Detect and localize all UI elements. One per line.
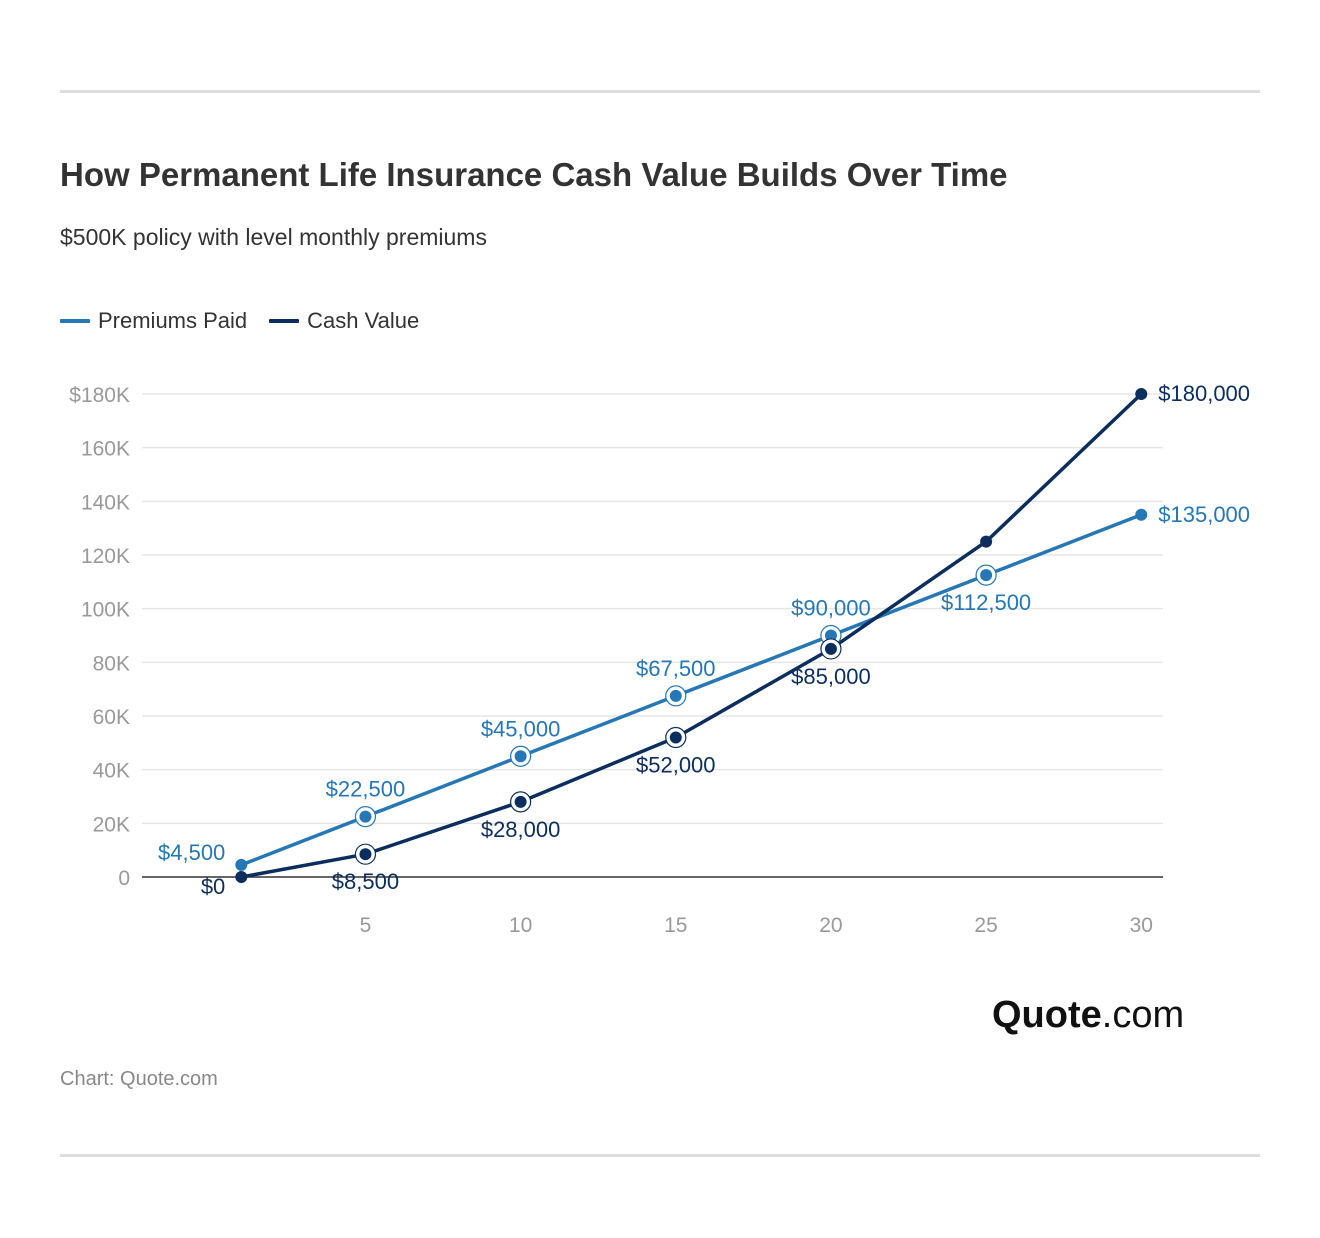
x-tick-label: 10 — [509, 914, 532, 937]
data-point-premiums — [1135, 508, 1148, 521]
chart-source: Chart: Quote.com — [60, 1068, 218, 1090]
legend-label-premiums: Premiums Paid — [98, 308, 248, 333]
y-tick-label: $180K — [69, 384, 130, 407]
series-line-cash — [240, 392, 1143, 879]
y-tick-label: 40K — [93, 760, 130, 783]
data-label-premiums: $90,000 — [791, 596, 871, 621]
legend-swatch-cash — [269, 319, 300, 323]
x-tick-label: 30 — [1130, 914, 1153, 937]
y-tick-label: 140K — [81, 491, 130, 514]
data-label-cash: $0 — [201, 874, 225, 899]
data-label-cash: $8,500 — [332, 869, 399, 894]
y-tick-label: 20K — [93, 813, 130, 836]
line-chart: 0 20K 40K 60K 80K 100K 120K 140K 160K $180K 5 10 15 2… — [69, 381, 1250, 937]
legend-label-cash: Cash Value — [307, 308, 420, 333]
y-tick-label: 100K — [81, 599, 130, 622]
data-point-cash — [359, 848, 372, 861]
x-tick-label: 25 — [974, 914, 997, 937]
legend-swatch-premiums — [60, 319, 90, 323]
data-point-premiums — [824, 629, 837, 642]
data-point-premiums — [980, 569, 993, 582]
data-label-premiums: $67,500 — [636, 656, 716, 681]
data-label-cash: $85,000 — [791, 664, 871, 689]
data-point-premiums — [669, 689, 682, 702]
y-tick-label: 60K — [93, 706, 130, 729]
data-label-cash: $52,000 — [636, 752, 716, 777]
chart-subtitle: $500K policy with level monthly premiums — [60, 224, 487, 250]
data-point-cash — [980, 535, 993, 548]
data-label-premiums: $135,000 — [1158, 502, 1250, 527]
top-divider — [60, 90, 1260, 93]
data-point-cash — [235, 871, 248, 883]
chart-title: How Permanent Life Insurance Cash Value … — [60, 156, 1008, 193]
data-point-cash — [824, 642, 837, 655]
logo-bold-text: Quote — [992, 994, 1102, 1036]
legend-item-cash[interactable]: Cash Value — [269, 308, 419, 334]
logo-rest-text: .com — [1101, 994, 1185, 1036]
legend-item-premiums[interactable]: Premiums Paid — [60, 308, 247, 334]
data-point-cash — [669, 731, 682, 744]
data-label-cash: $28,000 — [481, 817, 561, 842]
quote-logo: Quote.com — [992, 994, 1184, 1037]
data-point-premiums — [235, 858, 248, 871]
bottom-divider — [60, 1154, 1260, 1157]
x-tick-label: 20 — [819, 914, 842, 937]
y-tick-label: 120K — [81, 545, 130, 568]
y-tick-label: 80K — [93, 652, 130, 675]
data-label-premiums: $45,000 — [481, 716, 561, 741]
y-tick-label: 0 — [118, 867, 130, 890]
data-point-premiums — [359, 810, 372, 823]
data-label-cash: $180,000 — [1158, 381, 1250, 406]
x-tick-label: 5 — [360, 914, 372, 937]
data-point-cash — [1135, 388, 1148, 400]
data-label-premiums: $22,500 — [326, 777, 406, 802]
x-tick-label: 15 — [664, 914, 687, 937]
series-line-premiums — [240, 513, 1142, 867]
data-point-cash — [514, 795, 527, 808]
data-label-premiums: $4,500 — [158, 840, 225, 865]
data-label-premiums: $112,500 — [941, 590, 1031, 615]
data-point-premiums — [514, 750, 527, 763]
legend: Premiums Paid Cash Value — [60, 308, 441, 334]
y-tick-label: 160K — [81, 438, 130, 461]
